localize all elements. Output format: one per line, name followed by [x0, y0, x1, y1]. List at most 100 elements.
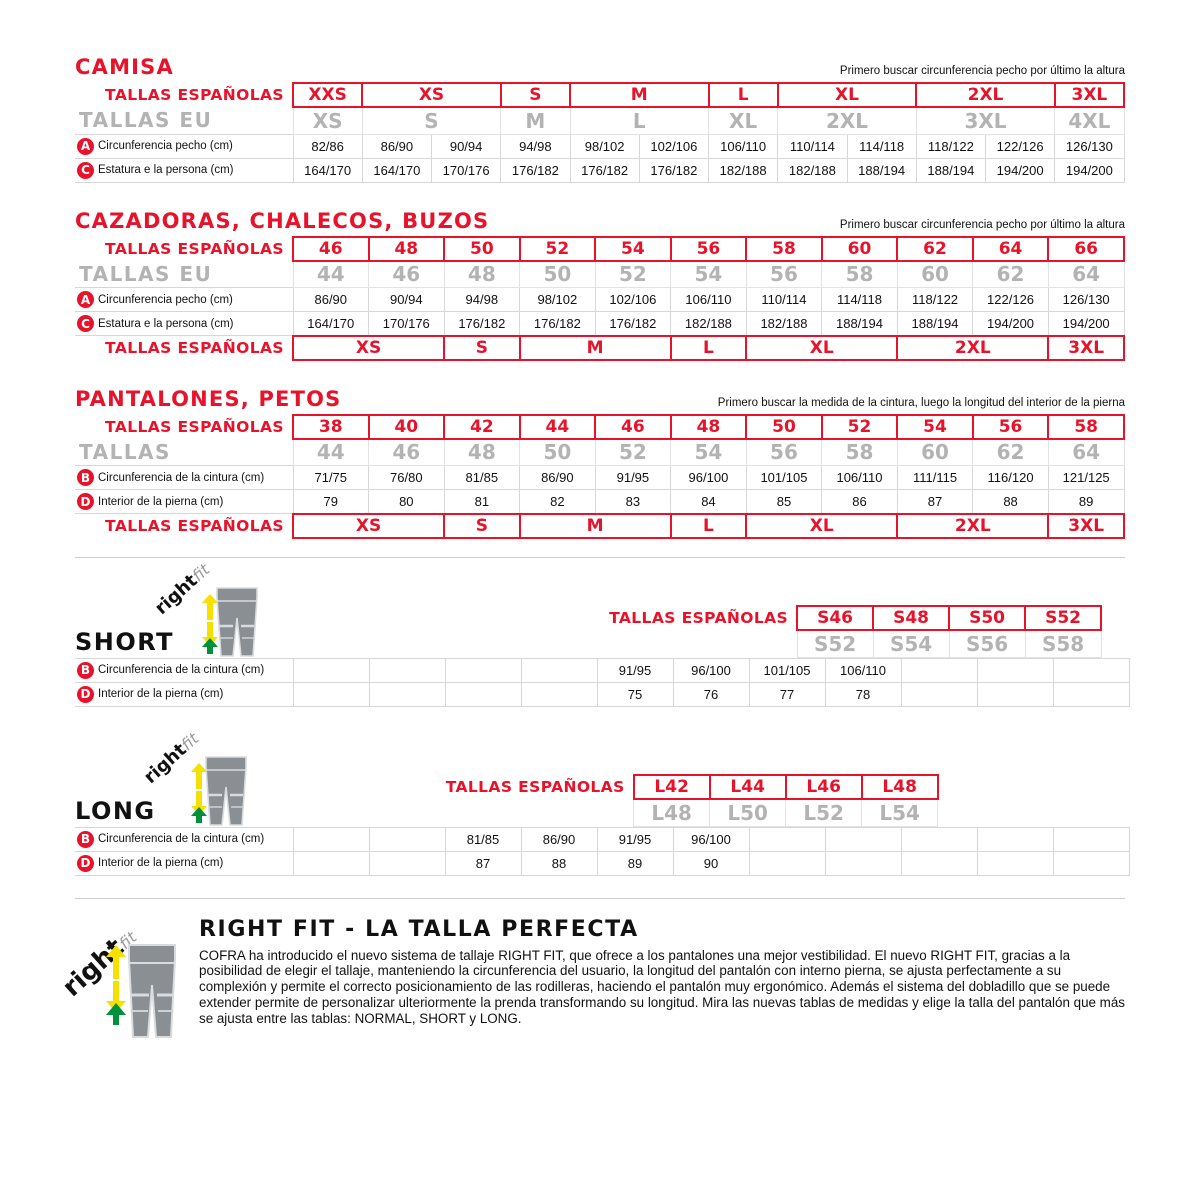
size-cell-es[interactable]: 3XL [1053, 82, 1126, 108]
size-cell-es[interactable]: 58 [1047, 413, 1125, 440]
fit-header-short: TALLAS ESPAÑOLAS S46 S48 S50 S52 S52 S54 S56 S58 [275, 605, 1200, 658]
size-cell-es[interactable]: 46 [292, 235, 370, 262]
value-cell: 111/115 [896, 465, 974, 490]
size-cell-es[interactable]: 62 [896, 235, 974, 262]
size-cell-es[interactable]: L46 [784, 774, 863, 800]
size-cell-eu: 48 [443, 438, 521, 466]
size-cell-es[interactable]: 50 [443, 235, 521, 262]
label-tallas-espanolas-footer: TALLAS ESPAÑOLAS [105, 338, 284, 357]
row-es-sizes: TALLAS ESPAÑOLAS 38 40 42 44 46 48 50 52 54 56 58 [75, 413, 1125, 440]
measure-label-text: Circunferencia pecho (cm) [98, 140, 233, 152]
size-cell-eu: 64 [1047, 438, 1125, 466]
size-cell-eu: 56 [745, 438, 823, 466]
row-eu-sizes: TALLAS 44 46 48 50 52 54 56 58 60 62 64 [75, 438, 1125, 466]
size-cell-es-footer[interactable]: 2XL [896, 512, 1050, 539]
size-cell-es[interactable]: M [569, 82, 710, 108]
size-cell-es[interactable]: 52 [518, 235, 597, 262]
size-cell-es-footer[interactable]: M [518, 334, 672, 361]
size-cell-es-footer[interactable]: S [443, 512, 521, 539]
value-cell: 176/182 [500, 157, 571, 183]
fit-arrows-icon [197, 593, 223, 659]
table-row: B Circunferencia de la cintura (cm) 91/95 9… [75, 657, 1130, 683]
empty-cell [368, 850, 446, 876]
size-cell-es[interactable]: 38 [292, 413, 370, 440]
section-camisa: CAMISA Primero buscar circunferencia pech… [75, 55, 1126, 183]
size-cell-es[interactable]: 54 [896, 413, 974, 440]
value-cell: 176/182 [519, 311, 596, 336]
value-cell: 114/118 [846, 133, 917, 159]
size-cell-es[interactable]: 56 [669, 235, 748, 262]
size-cell-es[interactable]: L [707, 82, 779, 108]
size-cell-es-footer[interactable]: 3XL [1047, 512, 1125, 539]
measure-label-text: Estatura e la persona (cm) [98, 164, 234, 176]
size-cell-es-footer[interactable]: XL [745, 512, 899, 539]
size-cell-es[interactable]: L44 [708, 774, 787, 800]
size-cell-eu: 44 [292, 260, 370, 288]
size-cell-es-footer[interactable]: XL [745, 334, 899, 361]
size-cell-es[interactable]: 52 [820, 413, 899, 440]
value-cell: 82/86 [292, 133, 363, 159]
size-cell-es[interactable]: 48 [367, 235, 446, 262]
value-cell: 82 [519, 489, 596, 514]
size-cell-es-footer[interactable]: M [518, 512, 672, 539]
badge-d-icon: D [77, 685, 94, 703]
value-cell: 78 [824, 681, 902, 707]
size-cell-es[interactable]: 64 [971, 235, 1050, 262]
size-cell-es-footer[interactable]: XS [291, 512, 446, 539]
size-cell-es[interactable]: 56 [971, 413, 1050, 440]
size-cell-es[interactable]: S52 [1024, 605, 1103, 631]
size-cell-es[interactable]: L42 [632, 774, 711, 800]
size-cell-es[interactable]: 54 [594, 235, 672, 262]
value-cell: 101/105 [748, 657, 826, 683]
badge-b-icon: B [77, 830, 94, 848]
size-cell-es[interactable]: XL [776, 82, 918, 108]
value-cell: 176/182 [569, 157, 640, 183]
spacer-cell [264, 799, 634, 826]
empty-cell [1052, 826, 1130, 852]
value-cell: 71/75 [292, 465, 370, 490]
value-cell: 81 [443, 489, 521, 514]
measure-label: A Circunferencia pecho (cm) [75, 133, 294, 159]
value-cell: 164/170 [361, 157, 433, 183]
value-cell: 89 [596, 850, 674, 876]
size-cell-es[interactable]: S48 [872, 605, 951, 631]
size-cell-eu: 46 [368, 260, 445, 288]
footer-divider [75, 897, 1125, 899]
size-cell-es[interactable]: 42 [443, 413, 521, 440]
size-cell-es-footer[interactable]: S [443, 334, 521, 361]
size-cell-es[interactable]: XS [361, 82, 502, 108]
size-cell-es-footer[interactable]: 3XL [1047, 334, 1125, 361]
size-cell-eu: L48 [633, 798, 711, 827]
size-cell-eu: 58 [821, 260, 898, 288]
size-cell-eu: 52 [594, 260, 672, 288]
label-tallas-espanolas: TALLAS ESPAÑOLAS [445, 778, 625, 796]
size-cell-es[interactable]: 44 [518, 413, 597, 440]
size-cell-es[interactable]: 58 [745, 235, 823, 262]
size-cell-es[interactable]: S50 [948, 605, 1027, 631]
fit-table-short: B Circunferencia de la cintura (cm) 91/95 9… [75, 657, 1130, 707]
size-cell-es-footer[interactable]: XS [291, 334, 446, 361]
size-cell-es[interactable]: L48 [860, 774, 939, 800]
size-cell-es[interactable]: 60 [820, 235, 899, 262]
measure-label: B Circunferencia de la cintura (cm) [75, 657, 294, 683]
section-hint-cazadoras: Primero buscar circunferencia pecho por … [839, 218, 1125, 231]
size-cell-es-footer[interactable]: L [669, 512, 748, 539]
value-cell: 176/182 [443, 311, 521, 336]
measure-label-text: Estatura e la persona (cm) [98, 317, 234, 330]
size-cell-es[interactable]: 50 [745, 413, 823, 440]
size-cell-es-footer[interactable]: L [669, 334, 748, 361]
size-cell-es[interactable]: S46 [796, 605, 875, 631]
size-cell-es[interactable]: 40 [367, 413, 446, 440]
fit-name-short: SHORT [75, 627, 175, 656]
size-cell-eu: XS [292, 106, 363, 135]
size-cell-es[interactable]: 46 [594, 413, 672, 440]
right-fit-footer: rightfit RIGHT FIT - LA TALLA PERFEC [57, 915, 1125, 1045]
row-es-sizes: TALLAS ESPAÑOLAS L42 L44 L46 L48 [264, 774, 1200, 800]
size-cell-es[interactable]: 66 [1047, 235, 1125, 262]
size-cell-es[interactable]: 48 [669, 413, 748, 440]
size-cell-es[interactable]: XXS [291, 82, 364, 108]
size-cell-es[interactable]: 2XL [915, 82, 1056, 108]
size-cell-es[interactable]: S [499, 82, 572, 108]
size-cell-es-footer[interactable]: 2XL [896, 334, 1050, 361]
value-cell: 188/194 [915, 157, 987, 183]
